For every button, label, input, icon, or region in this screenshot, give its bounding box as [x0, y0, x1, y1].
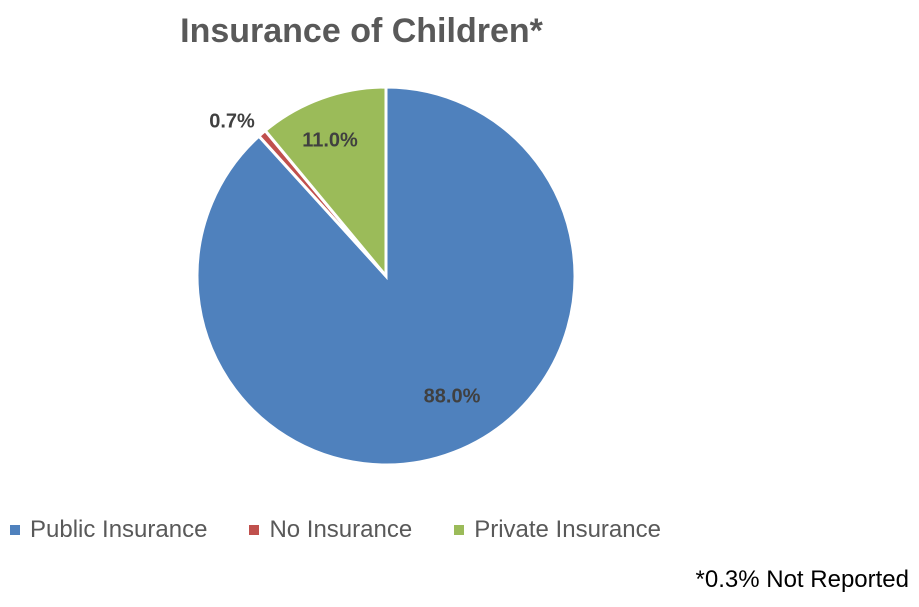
- chart-title: Insurance of Children*: [180, 12, 543, 50]
- pie-slices: [195, 85, 577, 467]
- legend-label-public-insurance: Public Insurance: [30, 516, 208, 543]
- legend: Public Insurance No Insurance Private In…: [10, 512, 661, 548]
- legend-item-private-insurance: Private Insurance: [454, 516, 661, 544]
- pie-slice-private-insurance: [263, 85, 388, 281]
- data-label-public-insurance: 88.0%: [424, 385, 481, 407]
- footnote: *0.3% Not Reported: [695, 566, 909, 593]
- legend-label-no-insurance: No Insurance: [269, 516, 413, 543]
- legend-item-public-insurance: Public Insurance: [10, 516, 207, 544]
- legend-swatch-public-insurance: [10, 525, 20, 535]
- legend-label-private-insurance: Private Insurance: [474, 516, 661, 543]
- legend-swatch-no-insurance: [249, 525, 260, 535]
- legend-item-no-insurance: No Insurance: [249, 516, 412, 544]
- pie-labels: 88.0% 0.7% 11.0%: [209, 110, 480, 407]
- data-label-no-insurance: 0.7%: [209, 110, 255, 132]
- data-label-private-insurance: 11.0%: [302, 129, 358, 151]
- legend-swatch-private-insurance: [454, 525, 465, 535]
